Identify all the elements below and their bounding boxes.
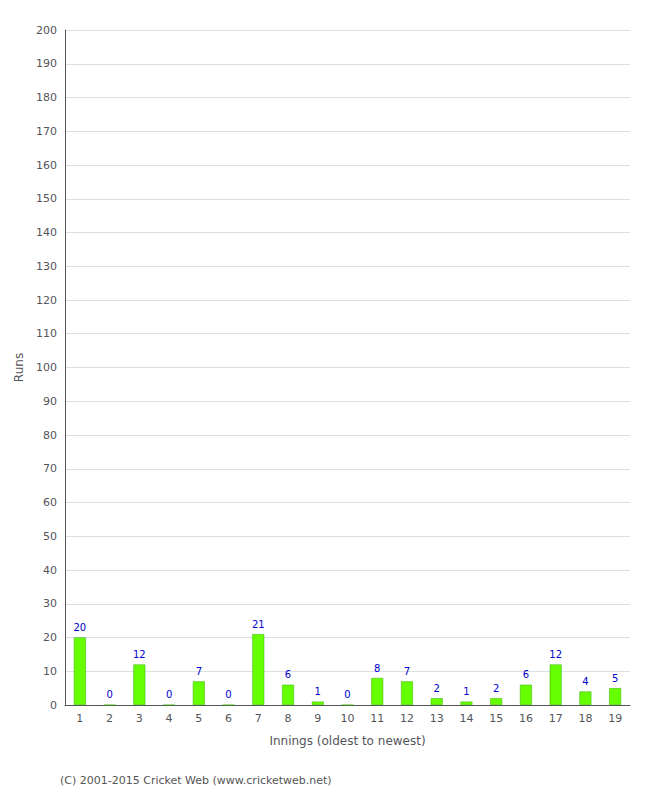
svg-text:12: 12 <box>133 649 146 660</box>
svg-text:12: 12 <box>400 712 414 725</box>
svg-text:6: 6 <box>225 712 232 725</box>
svg-text:3: 3 <box>136 712 143 725</box>
svg-text:19: 19 <box>608 712 622 725</box>
svg-text:1: 1 <box>76 712 83 725</box>
svg-text:190: 190 <box>36 57 57 70</box>
svg-text:Runs: Runs <box>12 353 26 382</box>
svg-text:40: 40 <box>43 564 57 577</box>
svg-text:160: 160 <box>36 159 57 172</box>
svg-text:Innings (oldest to newest): Innings (oldest to newest) <box>269 734 425 748</box>
svg-text:10: 10 <box>43 665 57 678</box>
svg-text:180: 180 <box>36 91 57 104</box>
svg-text:5: 5 <box>195 712 202 725</box>
svg-text:17: 17 <box>549 712 563 725</box>
svg-text:120: 120 <box>36 294 57 307</box>
svg-text:70: 70 <box>43 462 57 475</box>
svg-text:9: 9 <box>314 712 321 725</box>
svg-text:0: 0 <box>106 689 112 700</box>
svg-text:7: 7 <box>255 712 262 725</box>
svg-text:20: 20 <box>43 631 57 644</box>
svg-text:13: 13 <box>430 712 444 725</box>
svg-text:7: 7 <box>196 666 202 677</box>
svg-text:130: 130 <box>36 260 57 273</box>
svg-text:18: 18 <box>578 712 592 725</box>
svg-text:80: 80 <box>43 429 57 442</box>
svg-text:12: 12 <box>549 649 562 660</box>
svg-text:8: 8 <box>374 663 380 674</box>
svg-text:20: 20 <box>74 622 87 633</box>
svg-text:60: 60 <box>43 496 57 509</box>
svg-text:30: 30 <box>43 597 57 610</box>
svg-text:15: 15 <box>489 712 503 725</box>
svg-text:0: 0 <box>225 689 231 700</box>
svg-text:4: 4 <box>582 676 588 687</box>
svg-text:8: 8 <box>285 712 292 725</box>
svg-text:21: 21 <box>252 619 265 630</box>
svg-text:5: 5 <box>612 673 618 684</box>
svg-text:1: 1 <box>463 686 469 697</box>
svg-text:150: 150 <box>36 192 57 205</box>
svg-text:170: 170 <box>36 125 57 138</box>
svg-text:16: 16 <box>519 712 533 725</box>
svg-text:4: 4 <box>166 712 173 725</box>
svg-text:14: 14 <box>459 712 473 725</box>
svg-text:2: 2 <box>106 712 113 725</box>
svg-text:2: 2 <box>434 683 440 694</box>
svg-text:140: 140 <box>36 226 57 239</box>
svg-text:6: 6 <box>285 669 291 680</box>
svg-text:0: 0 <box>344 689 350 700</box>
svg-text:200: 200 <box>36 24 57 37</box>
svg-text:(C) 2001-2015 Cricket Web (www: (C) 2001-2015 Cricket Web (www.cricketwe… <box>60 774 332 787</box>
svg-text:50: 50 <box>43 530 57 543</box>
svg-text:11: 11 <box>370 712 384 725</box>
svg-text:6: 6 <box>523 669 529 680</box>
svg-text:100: 100 <box>36 361 57 374</box>
svg-text:110: 110 <box>36 327 57 340</box>
svg-text:0: 0 <box>166 689 172 700</box>
svg-text:10: 10 <box>341 712 355 725</box>
svg-text:1: 1 <box>315 686 321 697</box>
svg-text:90: 90 <box>43 395 57 408</box>
svg-text:7: 7 <box>404 666 410 677</box>
svg-text:2: 2 <box>493 683 499 694</box>
svg-text:0: 0 <box>50 699 57 712</box>
